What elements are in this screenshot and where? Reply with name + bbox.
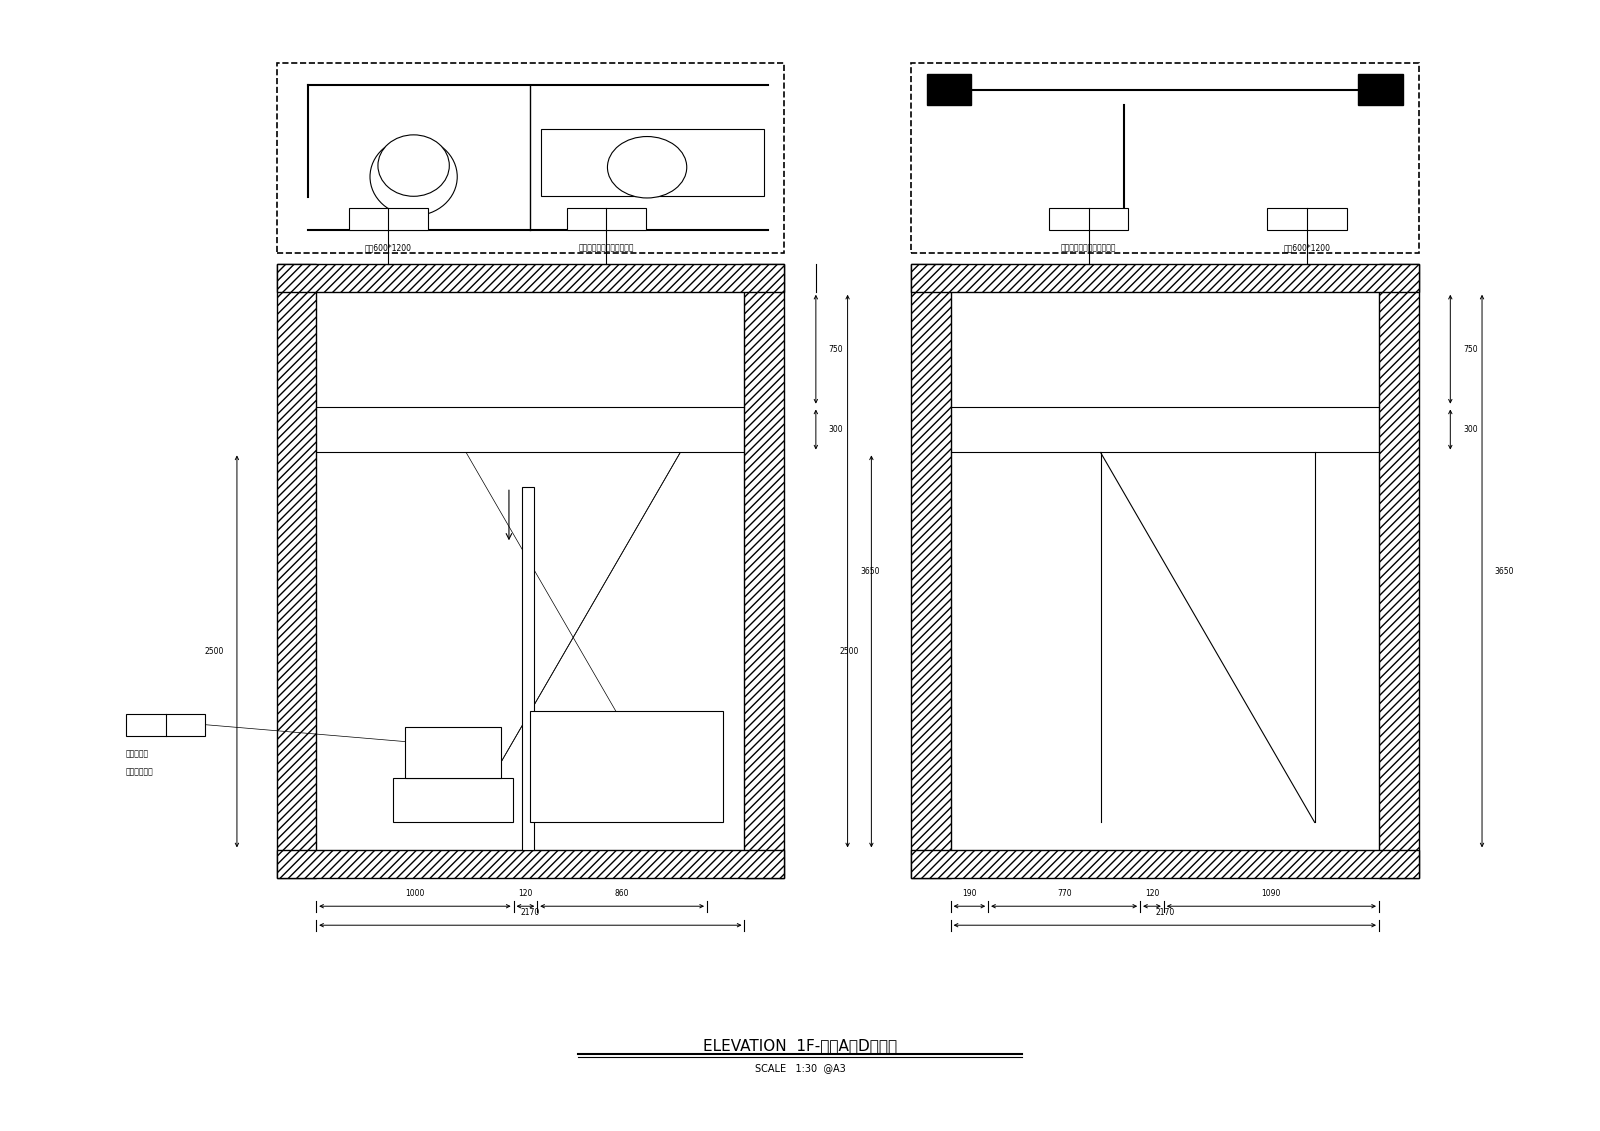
Bar — [1050, 208, 1128, 231]
Ellipse shape — [378, 135, 450, 197]
Bar — [910, 264, 950, 879]
Bar — [744, 264, 784, 879]
Bar — [950, 292, 1379, 851]
Bar — [566, 208, 646, 231]
Text: 2500: 2500 — [840, 647, 859, 656]
Bar — [405, 727, 501, 778]
Text: 01: 01 — [181, 720, 190, 729]
Ellipse shape — [608, 137, 686, 198]
Bar — [394, 778, 514, 822]
Bar — [910, 264, 1419, 292]
Bar — [126, 714, 205, 736]
Text: 2500: 2500 — [205, 647, 224, 656]
Text: 770: 770 — [1058, 889, 1072, 898]
Text: 2170: 2170 — [520, 908, 539, 917]
Text: SCALE   1:30  @A3: SCALE 1:30 @A3 — [755, 1063, 845, 1073]
Bar — [277, 264, 317, 879]
Text: 防水石膏板布顶乳胶漆饰面: 防水石膏板布顶乳胶漆饰面 — [579, 244, 634, 252]
Text: PT: PT — [1064, 215, 1072, 224]
Text: WD: WD — [138, 720, 152, 729]
Text: PT: PT — [581, 215, 590, 224]
Text: CT: CT — [1282, 215, 1291, 224]
Text: 120: 120 — [1144, 889, 1158, 898]
Bar — [1267, 208, 1347, 231]
Text: 1090: 1090 — [1262, 889, 1282, 898]
Bar — [1358, 74, 1403, 105]
Text: 300: 300 — [1462, 425, 1478, 434]
Text: CT: CT — [363, 215, 373, 224]
Bar — [1379, 264, 1419, 879]
Text: ELEVATION  1F-公卫A、D立面图: ELEVATION 1F-公卫A、D立面图 — [702, 1038, 898, 1053]
Bar — [910, 851, 1419, 879]
Bar — [541, 129, 763, 196]
Text: 墙砖600*1200: 墙砖600*1200 — [1283, 244, 1331, 252]
Bar — [349, 208, 427, 231]
Text: 190: 190 — [962, 889, 976, 898]
Text: 1000: 1000 — [405, 889, 424, 898]
Text: 750: 750 — [829, 345, 843, 354]
Bar — [926, 74, 971, 105]
Text: 3650: 3650 — [1494, 567, 1514, 576]
Ellipse shape — [370, 138, 458, 216]
Bar — [277, 63, 784, 252]
Bar — [910, 63, 1419, 252]
Text: 300: 300 — [829, 425, 843, 434]
Text: 750: 750 — [1462, 345, 1478, 354]
Bar — [317, 292, 744, 851]
Text: 马桶（成品）: 马桶（成品） — [126, 767, 154, 776]
Text: 墙砖600*1200: 墙砖600*1200 — [365, 244, 411, 252]
Text: 定制洗手台: 定制洗手台 — [126, 749, 149, 758]
Text: 120: 120 — [518, 889, 533, 898]
Text: 防水石膏板布顶乳胶漆饰面: 防水石膏板布顶乳胶漆饰面 — [1061, 244, 1117, 252]
Text: 3650: 3650 — [861, 567, 880, 576]
Text: 2170: 2170 — [1155, 908, 1174, 917]
Bar — [522, 487, 534, 851]
Bar — [277, 264, 784, 292]
Bar — [530, 710, 723, 822]
Text: 03: 03 — [1323, 215, 1333, 224]
Text: 860: 860 — [614, 889, 629, 898]
Text: 02: 02 — [622, 215, 632, 224]
Text: 03: 03 — [403, 215, 414, 224]
Bar — [277, 851, 784, 879]
Text: 02: 02 — [1104, 215, 1114, 224]
